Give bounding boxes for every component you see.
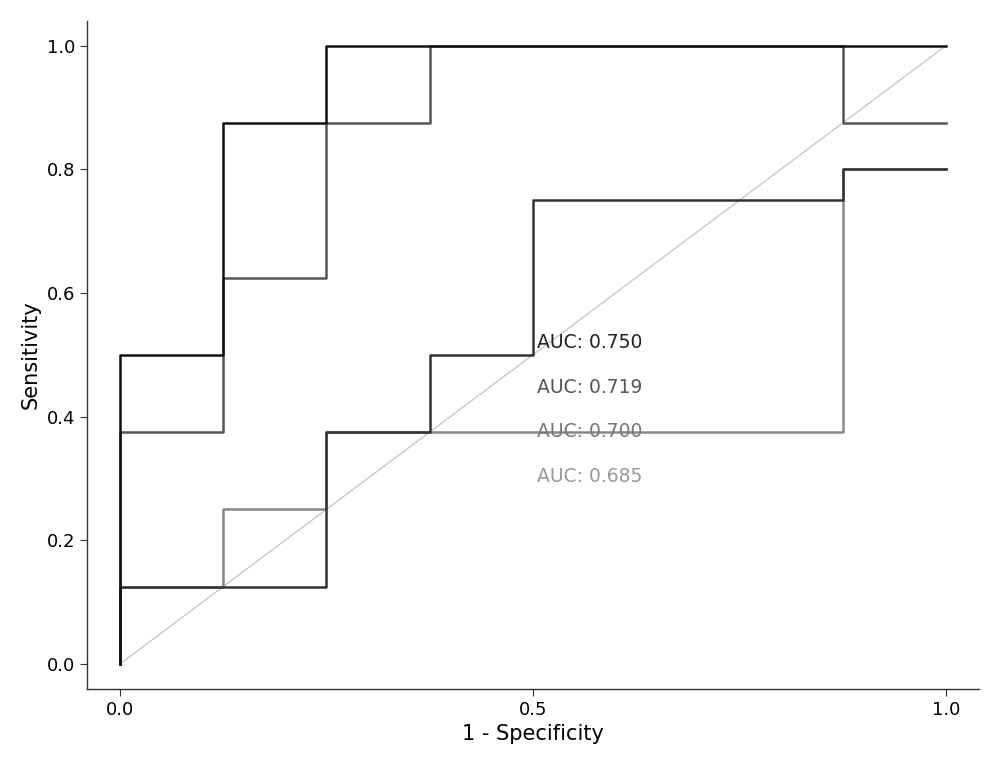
Text: AUC: 0.685: AUC: 0.685 [537, 467, 642, 486]
Y-axis label: Sensitivity: Sensitivity [21, 301, 41, 409]
X-axis label: 1 - Specificity: 1 - Specificity [462, 724, 604, 744]
Text: AUC: 0.719: AUC: 0.719 [537, 378, 642, 397]
Text: AUC: 0.700: AUC: 0.700 [537, 422, 642, 441]
Text: AUC: 0.750: AUC: 0.750 [537, 334, 642, 352]
